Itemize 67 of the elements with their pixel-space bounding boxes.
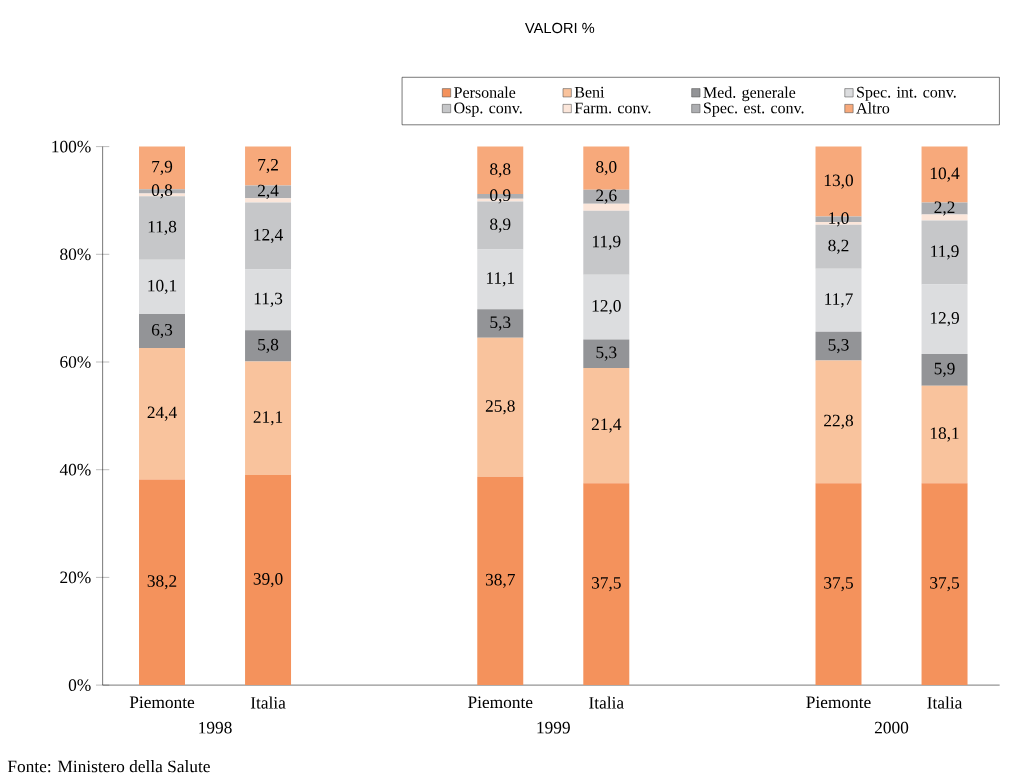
x-tick-label: Piemonte (806, 696, 871, 709)
data-label: 5,3 (490, 316, 511, 331)
y-tick-label: 0% (68, 679, 91, 692)
data-label: 37,5 (930, 577, 960, 592)
data-label: 5,3 (828, 339, 849, 354)
data-label: 21,4 (591, 418, 622, 433)
data-label: 37,5 (591, 577, 621, 592)
data-label: 37,5 (824, 577, 853, 592)
data-label: 18,1 (930, 427, 959, 442)
x-tick-label: Piemonte (129, 696, 195, 709)
y-tick-label: 40% (59, 463, 91, 476)
legend-label: Personale (454, 86, 516, 98)
x-tick-label: Italia (250, 696, 286, 709)
data-label: 12,4 (254, 229, 283, 244)
data-label: 10,4 (930, 167, 960, 182)
legend-label: Farm. conv. (574, 102, 651, 114)
text: 1998 (199, 721, 232, 734)
legend-label: Osp. conv. (454, 102, 522, 117)
data-label: 2,6 (596, 189, 617, 204)
x-tick-label: Italia (927, 696, 963, 709)
data-label: 8,9 (490, 218, 511, 233)
legend-label: Spec. est. conv. (704, 102, 804, 117)
legend-label: Altro (856, 102, 890, 114)
data-label: 38,7 (485, 573, 515, 589)
data-label: 11,1 (486, 272, 515, 287)
data-label: 2,2 (934, 201, 955, 216)
data-label: 10,1 (148, 279, 177, 295)
data-label: 38,2 (147, 575, 177, 590)
data-label: 11,9 (592, 235, 621, 250)
source-note: Fonte: Ministero della Salute (7, 760, 210, 773)
text: 1999 (537, 721, 570, 734)
text: 2000 (874, 721, 909, 734)
data-label: 11,8 (148, 220, 177, 236)
data-label: 5,3 (596, 346, 617, 361)
chart-subtitle: VALORI % (524, 22, 595, 34)
y-tick-label: 80% (60, 248, 91, 261)
data-label: 1,0 (829, 212, 849, 227)
data-label: 11,7 (825, 293, 853, 308)
legend-label: Spec. int. conv. (857, 86, 956, 101)
data-label: 11,9 (931, 245, 959, 260)
data-label: 5,9 (934, 362, 955, 378)
data-label: 11,3 (254, 292, 283, 308)
data-label: 12,0 (592, 300, 621, 315)
y-tick-label: 100% (52, 140, 91, 153)
data-label: 8,0 (596, 161, 617, 176)
y-tick-label: 60% (60, 356, 91, 369)
data-label: 24,4 (147, 406, 177, 421)
data-label: 21,1 (253, 411, 283, 426)
x-tick-label: Piemonte (468, 696, 533, 709)
data-label: 13,0 (824, 174, 854, 189)
data-label: 39,0 (253, 573, 283, 588)
data-label: 7,9 (152, 160, 173, 176)
data-label: 12,9 (930, 312, 959, 327)
data-label: 8,2 (828, 239, 849, 254)
data-label: 8,8 (490, 163, 511, 178)
legend-label: Beni (574, 86, 605, 98)
data-label: 2,4 (257, 184, 279, 200)
legend-label: Med. generale (703, 86, 796, 102)
data-label: 5,8 (258, 338, 279, 354)
data-label: 0,9 (490, 189, 511, 204)
data-label: 25,8 (485, 400, 515, 415)
data-label: 7,2 (258, 159, 278, 174)
data-label: 6,3 (151, 324, 173, 339)
data-label: 0,8 (151, 184, 173, 199)
x-tick-label: Italia (589, 696, 624, 709)
data-label: 22,8 (824, 414, 854, 430)
y-tick-label: 20% (60, 571, 91, 584)
